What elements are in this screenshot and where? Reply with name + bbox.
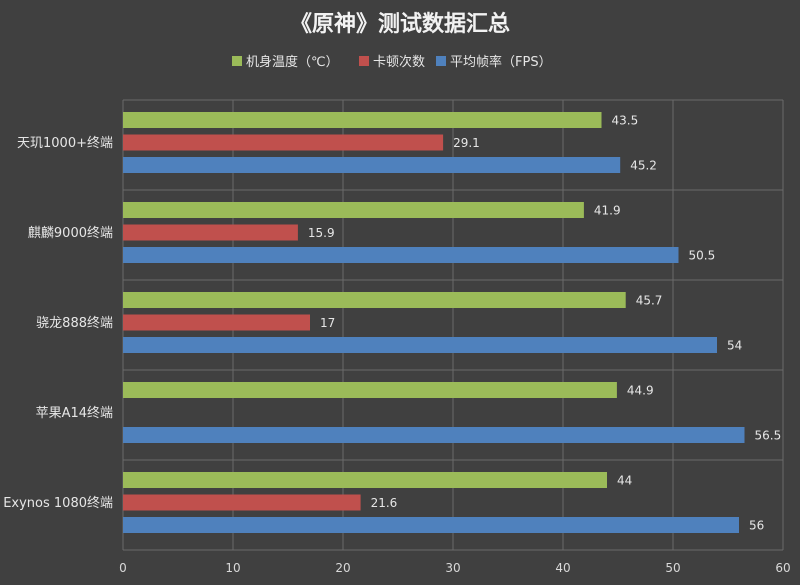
value-label: 17 [320,316,335,330]
value-label: 29.1 [453,136,480,150]
category-label: 苹果A14终端 [36,405,113,421]
category-label: 麒麟9000终端 [28,225,113,241]
x-tick-label: 40 [555,561,570,575]
value-label: 56.5 [755,429,782,443]
legend-swatch-3 [436,56,446,66]
bar-4-1 [123,382,617,398]
bar-1-1 [123,112,602,128]
category-label: 天玑1000+终端 [17,135,113,151]
x-tick-label: 0 [119,561,127,575]
chart-title: 《原神》测试数据汇总 [290,11,510,37]
value-label: 44.9 [627,384,654,398]
bar-5-1 [123,472,607,488]
value-label: 45.7 [636,294,663,308]
value-label: 56 [749,519,764,533]
value-label: 21.6 [371,496,398,510]
bar-2-3 [123,247,679,263]
bar-2-2 [123,224,298,241]
bar-4-3 [123,427,745,443]
bar-1-3 [123,157,621,173]
category-label: Exynos 1080终端 [3,495,113,511]
value-label: 43.5 [612,114,639,128]
legend-swatch-2 [359,56,369,66]
value-label: 54 [727,339,742,353]
legend-label: 平均帧率（FPS） [450,54,552,70]
x-axis-ticks: 0 10 20 30 40 50 60 [119,561,790,575]
bar-3-3 [123,337,717,353]
x-tick-label: 50 [665,561,680,575]
bar-1-2 [123,134,444,151]
bar-5-2 [123,494,361,511]
bar-5-3 [123,517,739,533]
bar-3-1 [123,292,626,308]
value-label: 45.2 [630,159,657,173]
value-label: 50.5 [689,249,716,263]
x-tick-label: 30 [445,561,460,575]
value-label: 44 [617,474,632,488]
x-tick-label: 20 [335,561,350,575]
value-label: 41.9 [594,204,621,218]
x-tick-label: 60 [775,561,790,575]
bar-2-1 [123,202,584,218]
category-label: 骁龙888终端 [36,315,113,331]
value-labels: 43.5 29.1 45.2 41.9 15.9 50.5 45.7 17 54 44.9 56.5… [308,114,781,533]
legend-label: 机身温度（℃） [246,54,339,70]
legend-swatch-1 [232,56,242,66]
bar-3-2 [123,314,310,331]
legend-label: 卡顿次数 [373,54,425,70]
legend: 机身温度（℃） 卡顿次数 平均帧率（FPS） [232,54,552,70]
x-tick-label: 10 [225,561,240,575]
bars [123,112,745,533]
value-label: 15.9 [308,226,335,240]
